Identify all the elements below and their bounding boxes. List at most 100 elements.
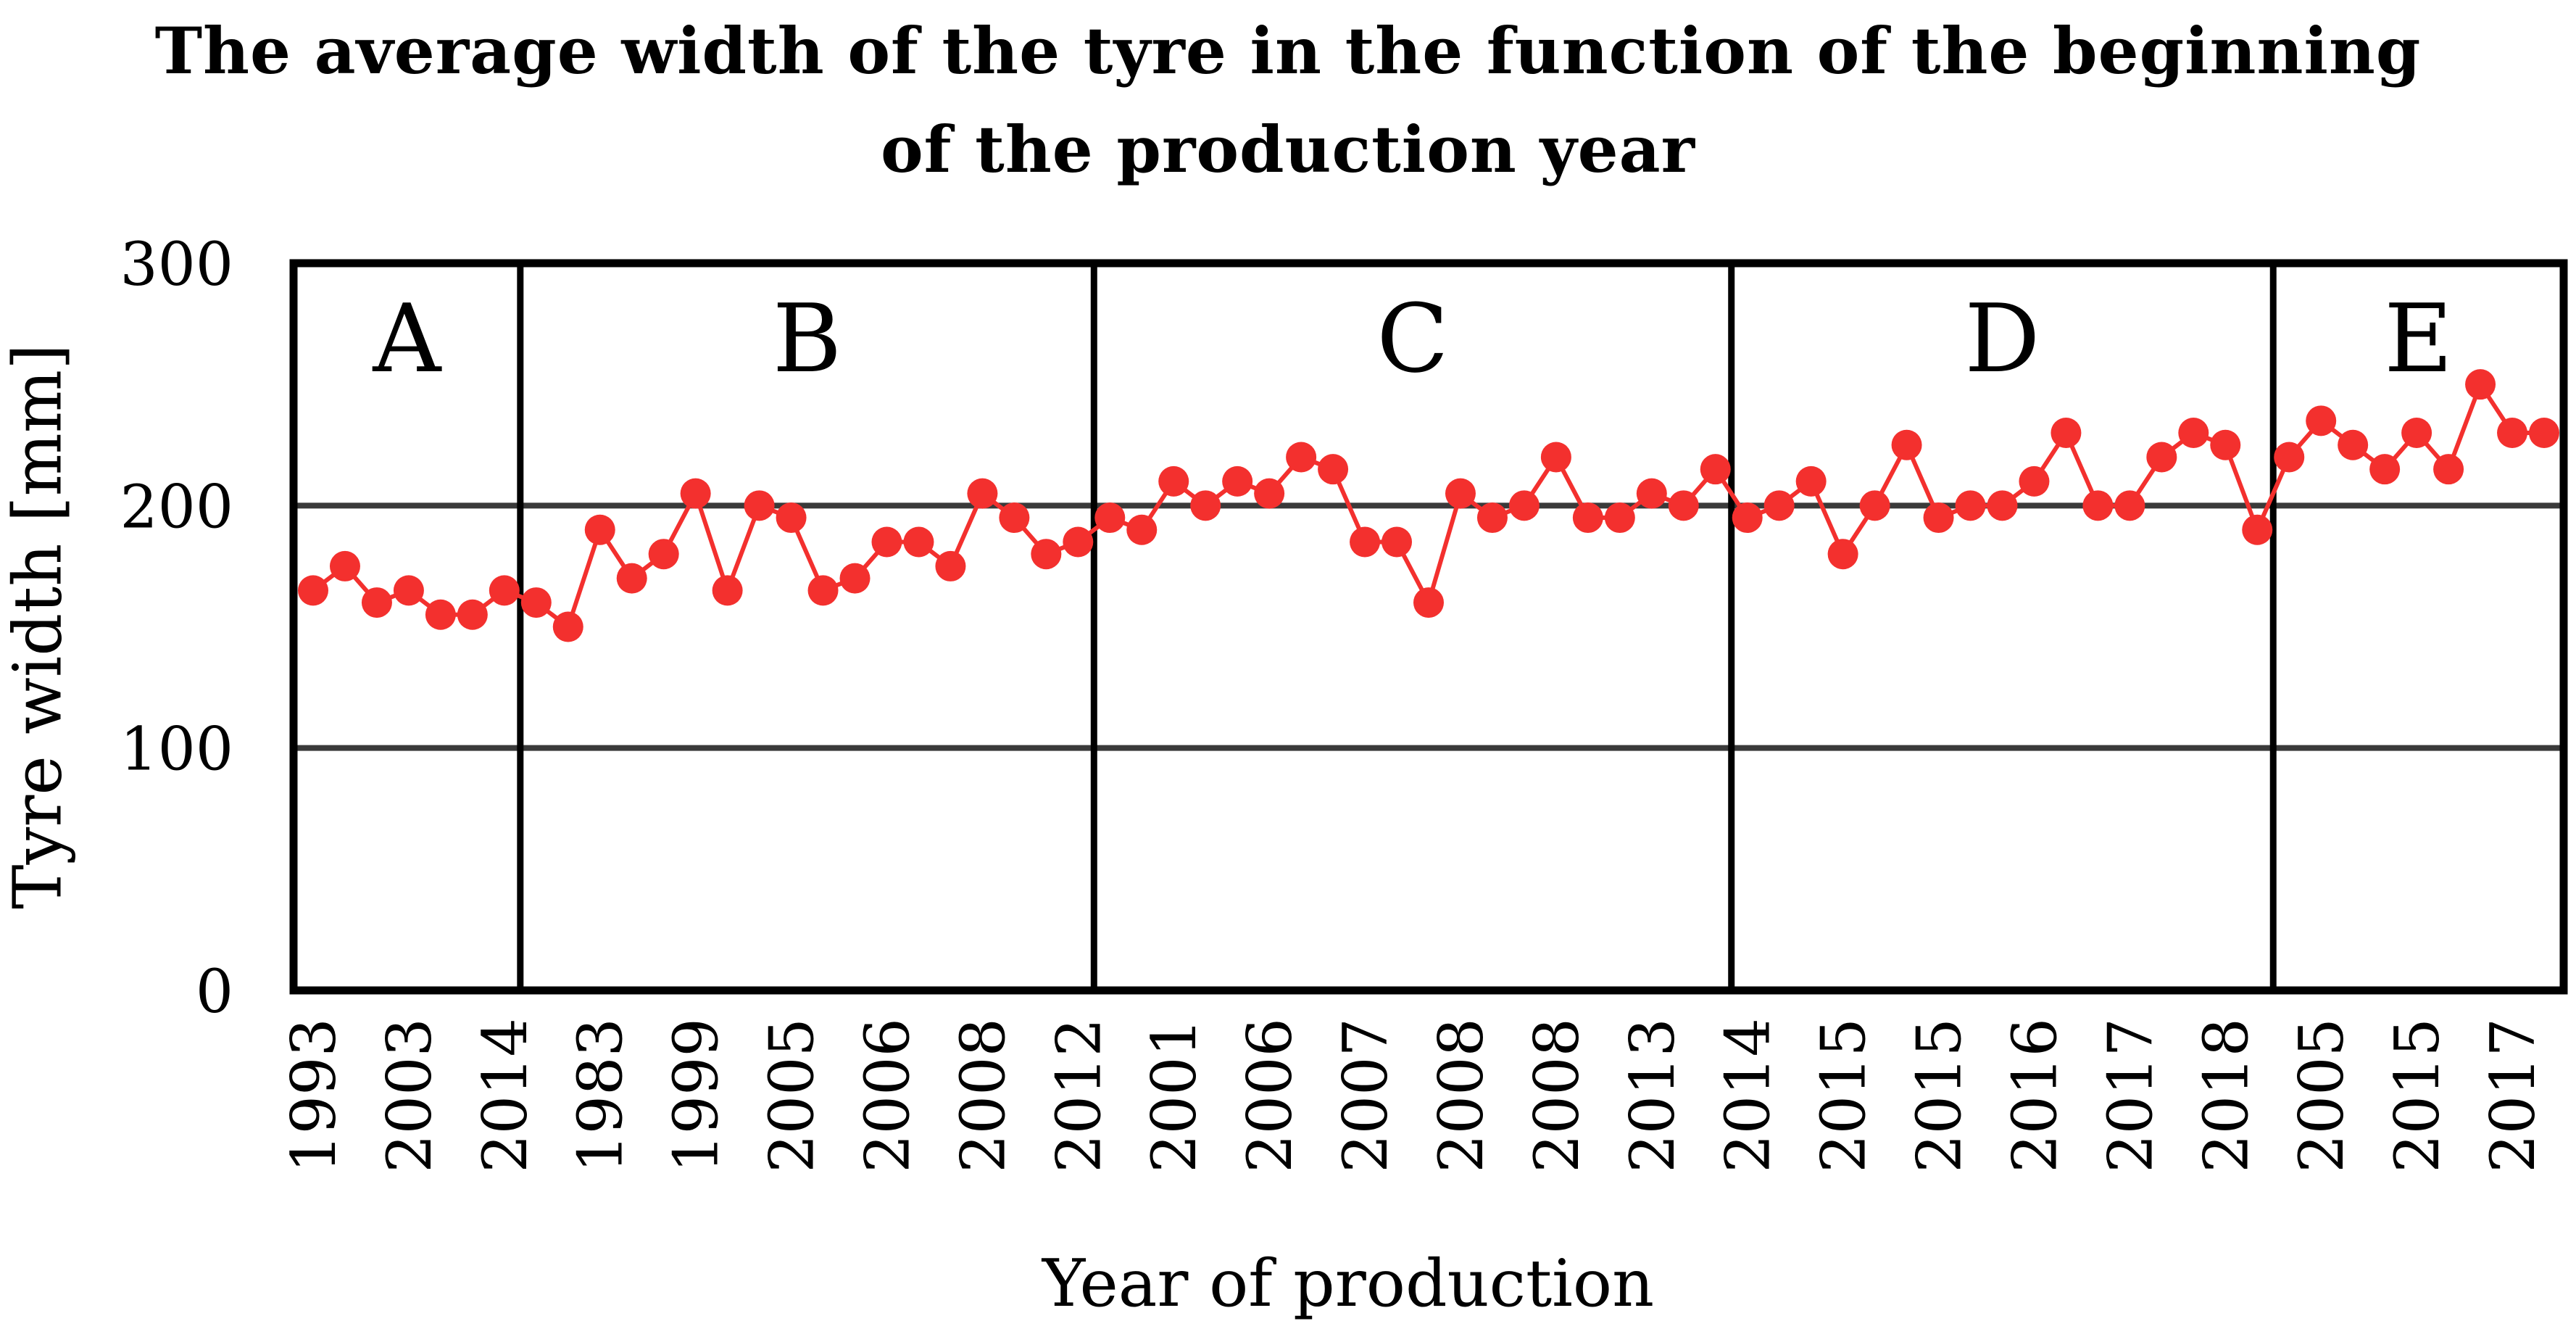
x-tick-label-2005: 2005 (757, 1018, 828, 1173)
data-point (967, 478, 998, 509)
data-point (1795, 465, 1827, 497)
y-tick-label-300: 300 (120, 231, 233, 299)
data-point (1763, 490, 1795, 521)
x-tick-label-2008: 2008 (1426, 1018, 1497, 1173)
x-tick-label-2005: 2005 (2286, 1018, 2357, 1173)
x-tick-label-1993: 1993 (278, 1018, 349, 1173)
data-point (2274, 442, 2305, 473)
data-point (552, 611, 583, 642)
data-point (1413, 587, 1444, 618)
data-point (1158, 465, 1189, 497)
data-point (776, 502, 807, 534)
data-point (520, 587, 552, 618)
data-point (1094, 502, 1126, 534)
data-point (871, 526, 902, 558)
x-tick-label-1983: 1983 (565, 1018, 636, 1173)
x-tick-label-2008: 2008 (947, 1018, 1018, 1173)
data-point (1923, 502, 1954, 534)
data-point (2242, 514, 2273, 545)
chart-title-line-2: of the production year (880, 112, 1696, 188)
data-point (457, 599, 488, 630)
data-point (2338, 429, 2369, 460)
data-point (744, 490, 775, 521)
data-point (2369, 454, 2401, 485)
data-point (1350, 526, 1381, 558)
data-point (298, 575, 328, 606)
section-label-A: A (372, 283, 442, 394)
data-point (1636, 478, 1667, 509)
data-point (1476, 502, 1508, 534)
x-tick-label-2017: 2017 (2095, 1018, 2166, 1173)
x-tick-label-2018: 2018 (2190, 1018, 2261, 1173)
x-tick-label-2015: 2015 (1904, 1018, 1975, 1173)
data-point (935, 550, 966, 581)
data-point (2051, 418, 2082, 449)
data-point (1732, 502, 1763, 534)
data-point (1286, 442, 1317, 473)
data-point (329, 550, 360, 581)
data-point (1318, 454, 1349, 485)
x-tick-label-2014: 2014 (1713, 1018, 1784, 1173)
section-label-B: B (773, 283, 842, 394)
data-point (648, 539, 679, 570)
data-point (1508, 490, 1540, 521)
data-point (1190, 490, 1221, 521)
data-point (1859, 490, 1890, 521)
x-tick-label-2016: 2016 (1999, 1018, 2070, 1173)
data-point (489, 575, 520, 606)
data-point (839, 563, 871, 594)
chart-title-line-1: The average width of the tyre in the fun… (154, 13, 2422, 88)
y-tick-label-0: 0 (196, 958, 233, 1027)
y-tick-label-100: 100 (120, 716, 233, 784)
data-point (2082, 490, 2114, 521)
x-tick-label-2015: 2015 (1808, 1018, 1879, 1173)
data-point (2306, 405, 2337, 436)
section-label-E: E (2384, 283, 2453, 394)
data-point (1031, 539, 1062, 570)
data-point (2497, 418, 2528, 449)
data-point (2146, 442, 2177, 473)
x-axis-title: Year of production (1042, 1246, 1655, 1322)
data-point (1891, 429, 1922, 460)
y-tick-label-200: 200 (120, 473, 233, 542)
x-tick-label-2008: 2008 (1521, 1018, 1592, 1173)
data-point (2210, 429, 2241, 460)
x-tick-label-2015: 2015 (2382, 1018, 2453, 1173)
data-point (1222, 465, 1253, 497)
section-label-D: D (1964, 283, 2040, 394)
x-tick-label-2012: 2012 (1043, 1018, 1114, 1173)
data-point (1955, 490, 1986, 521)
data-point (1668, 490, 1699, 521)
data-point (584, 514, 615, 545)
x-tick-label-2003: 2003 (374, 1018, 445, 1173)
x-tick-label-1999: 1999 (661, 1018, 732, 1173)
data-point (1572, 502, 1603, 534)
x-tick-label-2017: 2017 (2477, 1018, 2548, 1173)
data-point (2529, 418, 2559, 449)
data-point (2401, 418, 2432, 449)
data-point (1827, 539, 1858, 570)
x-tick-label-2006: 2006 (852, 1018, 923, 1173)
data-point (2019, 465, 2050, 497)
data-point (807, 575, 839, 606)
data-point (712, 575, 743, 606)
data-point (361, 587, 392, 618)
data-point (425, 599, 456, 630)
x-tick-label-2006: 2006 (1234, 1018, 1305, 1173)
x-tick-label-2013: 2013 (1617, 1018, 1688, 1173)
data-point (1604, 502, 1635, 534)
data-point (2433, 454, 2464, 485)
data-point (2178, 418, 2209, 449)
data-point (680, 478, 711, 509)
data-point (903, 526, 934, 558)
chart-title: The average width of the tyre in the fun… (0, 1, 2576, 199)
data-point (1126, 514, 1158, 545)
x-tick-label-2007: 2007 (1330, 1018, 1401, 1173)
data-point (1540, 442, 1571, 473)
data-point (2114, 490, 2145, 521)
section-label-C: C (1376, 283, 1448, 394)
data-point (2465, 369, 2496, 400)
data-point (393, 575, 424, 606)
data-point (1254, 478, 1285, 509)
